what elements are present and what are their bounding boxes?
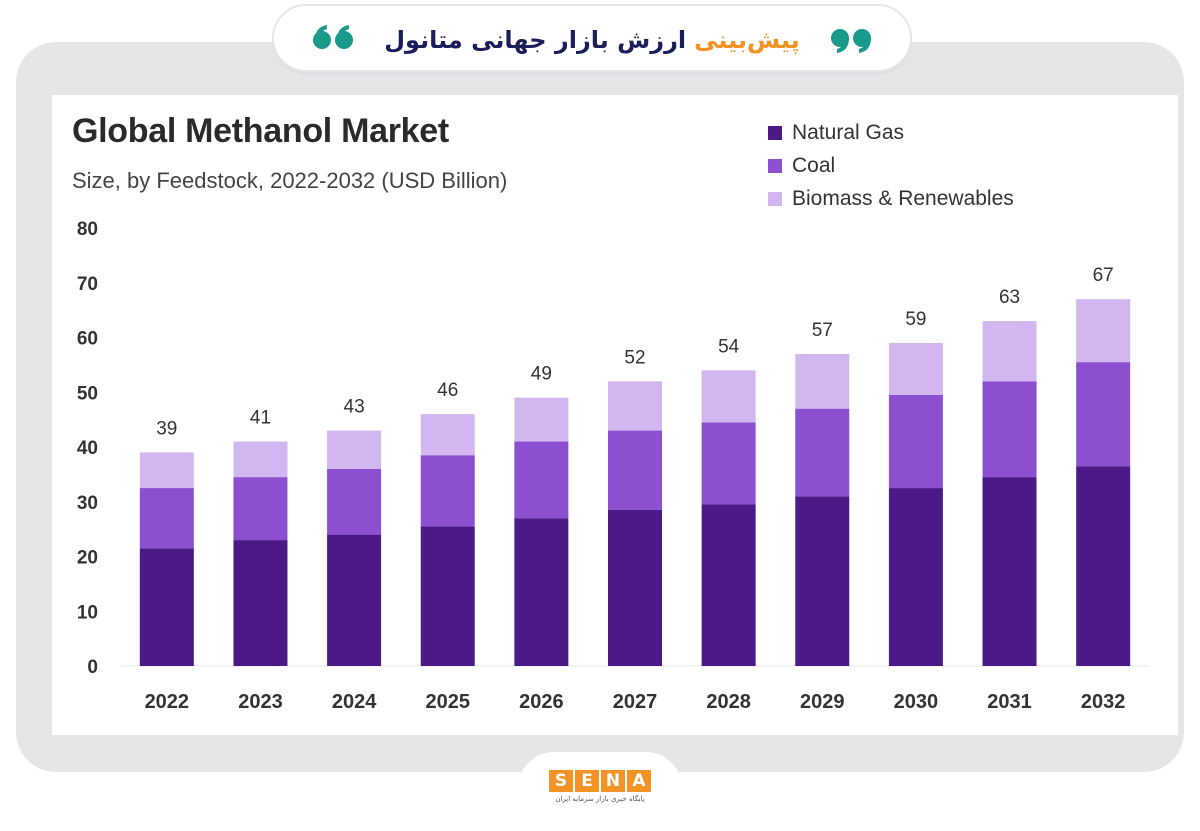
chart-title: Global Methanol Market xyxy=(72,112,449,150)
x-tick-label: 2023 xyxy=(238,691,283,713)
bar-total-label: 49 xyxy=(531,364,552,385)
y-tick-label: 50 xyxy=(77,383,98,404)
brand-tab xyxy=(518,752,682,831)
bar-segment-coal xyxy=(888,394,943,489)
x-tick-label: 2032 xyxy=(1081,691,1126,713)
y-tick-label: 40 xyxy=(77,438,98,459)
bar-segment-biomass-renewables xyxy=(701,370,756,423)
sena-letter: E xyxy=(575,770,599,792)
bar-segment-coal xyxy=(514,441,569,519)
sena-letter: N xyxy=(601,770,625,792)
bar-segment-biomass-renewables xyxy=(327,430,382,469)
bar-segment-natural-gas xyxy=(795,496,850,666)
bar-segment-coal xyxy=(608,430,662,510)
header-title-highlight: پیش‌بینی xyxy=(694,26,800,54)
legend-label-natural-gas: Natural Gas xyxy=(792,120,905,144)
bar-segment-biomass-renewables xyxy=(795,353,850,409)
x-tick-label: 2024 xyxy=(332,691,377,713)
bar-segment-coal xyxy=(233,477,288,541)
bar-total-label: 67 xyxy=(1093,265,1114,286)
bar-segment-natural-gas xyxy=(701,504,756,666)
y-tick-label: 0 xyxy=(87,657,98,678)
bar-segment-biomass-renewables xyxy=(233,441,288,478)
legend-swatch-biomass xyxy=(768,191,782,206)
y-tick-label: 70 xyxy=(77,274,98,295)
bar-segment-natural-gas xyxy=(888,488,943,666)
bar-total-label: 52 xyxy=(624,347,645,368)
bar-segment-natural-gas xyxy=(420,526,475,666)
bar-total-label: 43 xyxy=(344,397,365,418)
legend-swatch-coal xyxy=(768,158,782,173)
bar-segment-coal xyxy=(420,455,475,527)
x-tick-label: 2022 xyxy=(145,691,190,713)
bar-segment-biomass-renewables xyxy=(1076,299,1131,363)
bar-segment-coal xyxy=(139,488,194,549)
y-tick-label: 60 xyxy=(77,329,98,350)
x-tick-label: 2027 xyxy=(613,691,658,713)
bar-segment-biomass-renewables xyxy=(608,381,662,431)
y-tick-label: 30 xyxy=(77,493,98,514)
closing-quote-icon xyxy=(831,29,871,53)
legend-swatch-natural-gas xyxy=(768,125,782,140)
bar-segment-natural-gas xyxy=(327,534,382,666)
bar-total-label: 59 xyxy=(905,309,926,330)
header-title-rest: ارزش بازار جهانی متانول xyxy=(384,26,687,54)
bar-segment-biomass-renewables xyxy=(888,342,943,395)
opening-quote-icon xyxy=(313,25,353,49)
sena-letter: A xyxy=(627,770,651,792)
legend-label-biomass: Biomass & Renewables xyxy=(792,186,1014,210)
bar-segment-coal xyxy=(1076,362,1131,467)
bar-total-label: 63 xyxy=(999,287,1020,308)
bar-segment-biomass-renewables xyxy=(420,414,475,456)
bar-segment-coal xyxy=(795,408,850,497)
bar-segment-biomass-renewables xyxy=(982,321,1037,382)
chart-legend: Natural Gas Coal Biomass & Renewables xyxy=(768,116,1014,215)
header-title: ارزش بازار جهانی متانول پیش‌بینی xyxy=(374,20,810,60)
chart-subtitle: Size, by Feedstock, 2022-2032 (USD Billi… xyxy=(72,168,508,193)
bar-segment-natural-gas xyxy=(982,477,1037,666)
x-tick-label: 2030 xyxy=(894,691,939,713)
legend-item-biomass: Biomass & Renewables xyxy=(768,182,1014,215)
y-tick-label: 20 xyxy=(77,548,98,569)
bar-segment-natural-gas xyxy=(514,518,569,666)
bar-segment-natural-gas xyxy=(1076,466,1131,666)
bar-total-label: 57 xyxy=(812,320,833,341)
header-banner: ارزش بازار جهانی متانول پیش‌بینی xyxy=(272,4,912,72)
bar-total-label: 46 xyxy=(437,380,458,401)
bar-segment-coal xyxy=(701,422,756,505)
x-tick-label: 2028 xyxy=(706,691,751,713)
bar-segment-natural-gas xyxy=(139,548,194,666)
bar-total-label: 41 xyxy=(250,408,271,429)
sena-logo: S E N A پایگاه خبری بازار سرمایه ایران xyxy=(548,770,652,803)
y-tick-label: 10 xyxy=(77,602,98,623)
sena-letter: S xyxy=(549,770,573,792)
x-tick-label: 2031 xyxy=(987,691,1032,713)
bar-total-label: 54 xyxy=(718,336,740,357)
bar-segment-biomass-renewables xyxy=(139,452,194,489)
x-tick-label: 2029 xyxy=(800,691,845,713)
bar-segment-natural-gas xyxy=(233,540,288,666)
bar-segment-natural-gas xyxy=(608,509,662,666)
x-tick-label: 2025 xyxy=(425,691,470,713)
bar-segment-biomass-renewables xyxy=(514,397,569,442)
bar-segment-coal xyxy=(982,381,1037,478)
sena-tagline: پایگاه خبری بازار سرمایه ایران xyxy=(555,795,645,803)
y-tick-label: 80 xyxy=(77,219,98,240)
legend-item-natural-gas: Natural Gas xyxy=(768,116,1014,149)
sena-logo-letters: S E N A xyxy=(549,770,651,792)
legend-label-coal: Coal xyxy=(792,153,836,177)
bar-total-label: 39 xyxy=(156,418,177,439)
x-tick-label: 2026 xyxy=(519,691,564,713)
legend-item-coal: Coal xyxy=(768,149,1014,182)
bar-segment-coal xyxy=(327,468,382,535)
